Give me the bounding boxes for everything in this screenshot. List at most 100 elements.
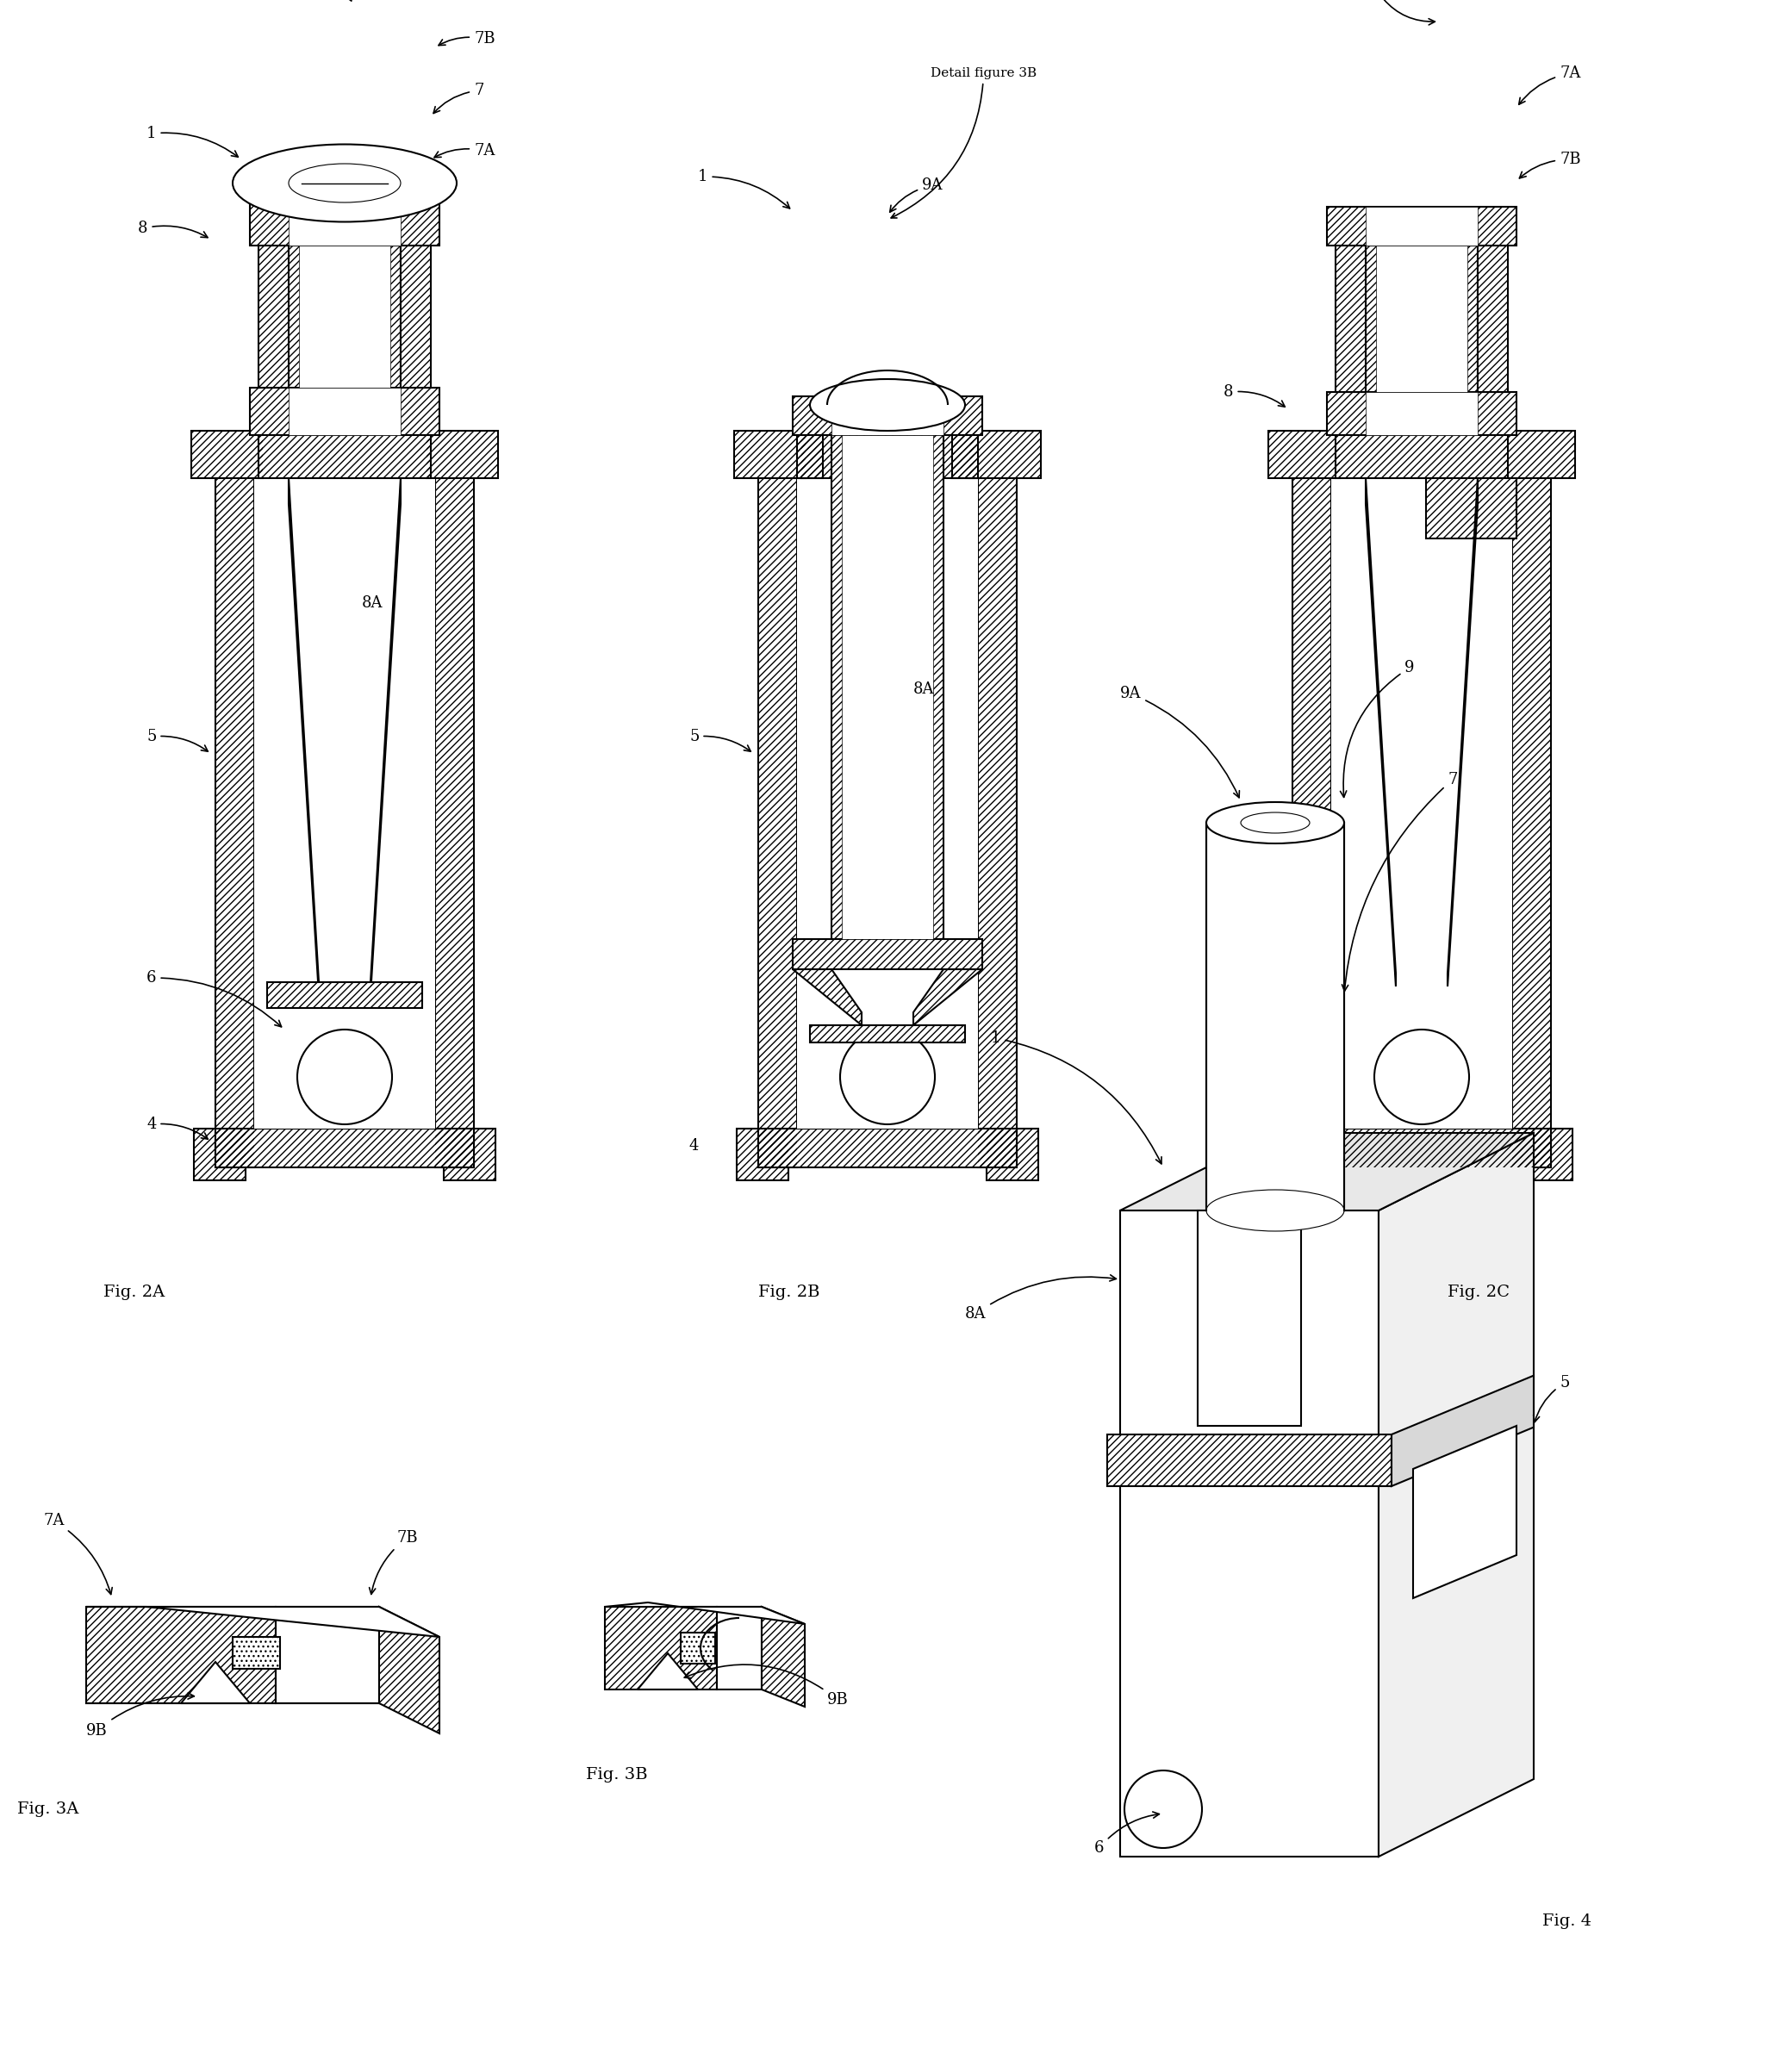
Text: Fig. 2A: Fig. 2A xyxy=(103,1285,166,1299)
Polygon shape xyxy=(1336,431,1509,479)
Text: 7B: 7B xyxy=(369,1529,417,1593)
Polygon shape xyxy=(1293,435,1330,1167)
Bar xyxy=(842,435,933,939)
Polygon shape xyxy=(1268,431,1339,479)
Polygon shape xyxy=(638,1653,698,1689)
Text: 7A: 7A xyxy=(1519,66,1580,104)
Polygon shape xyxy=(289,479,319,995)
Polygon shape xyxy=(85,1606,440,1637)
Polygon shape xyxy=(759,435,798,1167)
Text: 1: 1 xyxy=(146,126,239,157)
Polygon shape xyxy=(85,1606,276,1703)
Bar xyxy=(1377,247,1468,392)
Polygon shape xyxy=(759,1129,1017,1167)
Polygon shape xyxy=(969,431,1040,479)
Text: Fig. 2C: Fig. 2C xyxy=(1448,1285,1510,1299)
Text: 5: 5 xyxy=(146,729,208,752)
Text: 8: 8 xyxy=(1224,383,1284,406)
Polygon shape xyxy=(1336,247,1366,392)
Text: 1: 1 xyxy=(990,1030,1161,1164)
Polygon shape xyxy=(216,1129,474,1167)
Circle shape xyxy=(841,1030,935,1125)
Text: 8A: 8A xyxy=(965,1274,1117,1322)
Polygon shape xyxy=(737,1129,789,1181)
Text: Fig. 4: Fig. 4 xyxy=(1542,1912,1592,1929)
Text: Fig. 3B: Fig. 3B xyxy=(586,1767,648,1782)
Bar xyxy=(276,1606,379,1703)
Polygon shape xyxy=(1512,435,1551,1167)
Text: 7A: 7A xyxy=(43,1513,112,1593)
Circle shape xyxy=(1375,1030,1469,1125)
Polygon shape xyxy=(801,431,974,479)
Polygon shape xyxy=(426,431,499,479)
Ellipse shape xyxy=(810,379,965,431)
Polygon shape xyxy=(401,247,431,387)
Bar xyxy=(289,387,401,435)
Polygon shape xyxy=(1120,1133,1533,1210)
Polygon shape xyxy=(793,396,983,435)
Polygon shape xyxy=(194,1129,246,1181)
Text: 7: 7 xyxy=(1341,773,1457,990)
Text: 8A: 8A xyxy=(914,682,935,696)
Polygon shape xyxy=(680,1633,716,1664)
Text: 6: 6 xyxy=(146,970,281,1028)
Bar xyxy=(805,431,969,479)
Bar xyxy=(1197,1210,1302,1426)
Polygon shape xyxy=(1478,247,1509,392)
Text: 4: 4 xyxy=(689,1138,700,1154)
Bar xyxy=(255,435,435,1129)
Bar xyxy=(289,203,401,247)
Polygon shape xyxy=(258,247,289,387)
Text: 7B: 7B xyxy=(438,31,495,46)
Polygon shape xyxy=(1327,392,1516,435)
Polygon shape xyxy=(914,970,983,1026)
Bar xyxy=(1366,207,1478,247)
Polygon shape xyxy=(258,431,431,479)
Text: Fig. 2B: Fig. 2B xyxy=(759,1285,819,1299)
Ellipse shape xyxy=(1206,1189,1345,1231)
Text: 7A: 7A xyxy=(435,143,495,160)
Polygon shape xyxy=(1448,479,1478,986)
Ellipse shape xyxy=(233,145,456,222)
Bar xyxy=(832,396,944,435)
Polygon shape xyxy=(233,1637,280,1668)
Polygon shape xyxy=(249,387,440,435)
Polygon shape xyxy=(606,1602,805,1624)
Text: 9B: 9B xyxy=(684,1664,848,1707)
Polygon shape xyxy=(1366,479,1396,986)
Polygon shape xyxy=(216,435,255,1167)
Text: Detail figure 3B: Detail figure 3B xyxy=(890,66,1037,218)
Polygon shape xyxy=(1521,1129,1573,1181)
Polygon shape xyxy=(1412,1426,1516,1598)
Text: 7: 7 xyxy=(433,83,484,114)
Text: 9: 9 xyxy=(1341,661,1414,798)
Text: 7B: 7B xyxy=(1519,151,1582,178)
Polygon shape xyxy=(182,1662,249,1703)
Polygon shape xyxy=(953,431,978,479)
Polygon shape xyxy=(606,1606,718,1689)
Polygon shape xyxy=(832,435,944,939)
Polygon shape xyxy=(1391,1376,1533,1486)
Text: 5: 5 xyxy=(1533,1376,1569,1421)
Polygon shape xyxy=(1108,1434,1391,1486)
Polygon shape xyxy=(987,1129,1038,1181)
Text: 9A: 9A xyxy=(890,178,944,211)
Bar xyxy=(1366,392,1478,435)
Polygon shape xyxy=(443,1129,495,1181)
Polygon shape xyxy=(1503,431,1574,479)
Text: 8A: 8A xyxy=(362,595,383,611)
Text: 9A: 9A xyxy=(1120,686,1240,798)
Circle shape xyxy=(297,1030,392,1125)
Polygon shape xyxy=(249,203,440,247)
Polygon shape xyxy=(289,247,401,387)
Text: 8: 8 xyxy=(137,220,208,238)
Ellipse shape xyxy=(1241,812,1309,833)
Polygon shape xyxy=(379,1606,440,1734)
Ellipse shape xyxy=(289,164,401,203)
Polygon shape xyxy=(793,939,983,970)
Bar xyxy=(1330,435,1512,1129)
Text: 6: 6 xyxy=(1094,1811,1159,1857)
Polygon shape xyxy=(370,479,401,995)
Text: 1: 1 xyxy=(698,168,789,209)
Polygon shape xyxy=(191,431,264,479)
